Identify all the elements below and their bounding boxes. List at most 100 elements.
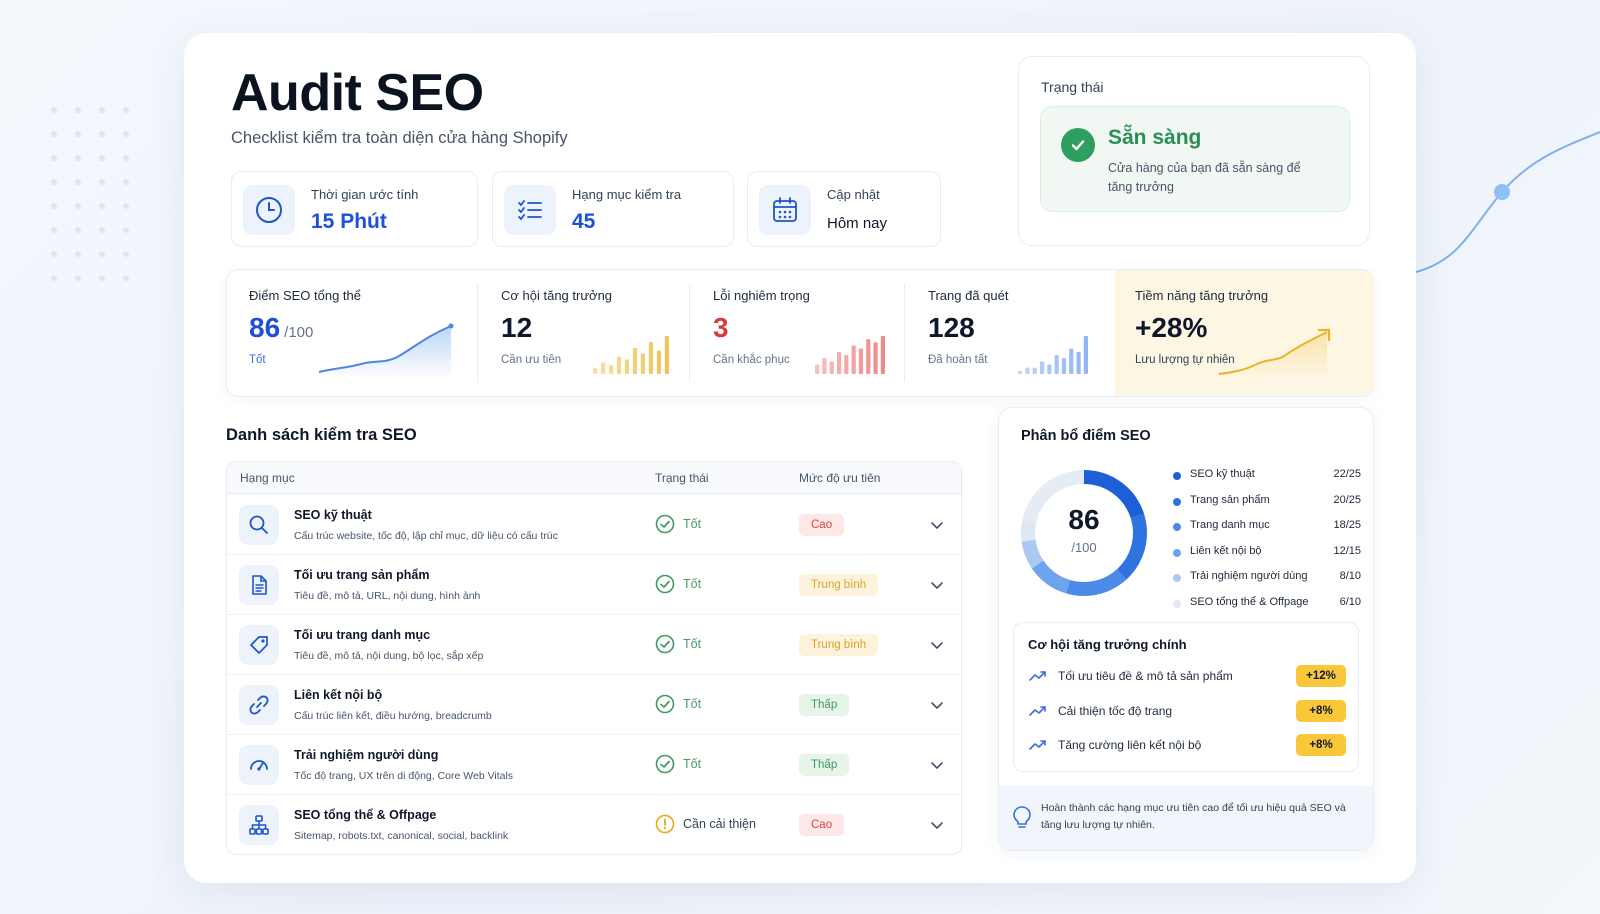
legend-label: Trải nghiệm người dùng [1190,570,1308,582]
sparkline-bar [822,358,827,374]
sparkline-bar [624,359,630,374]
opportunity-badge: +8% [1296,734,1346,756]
metric-pages-scanned: Trang đã quét 128 Đã hoàn tất [928,270,1098,396]
legend-value: 22/25 [1333,468,1361,480]
chevron-down-icon[interactable] [929,577,945,593]
table-row[interactable]: SEO kỹ thuật Cấu trúc website, tốc độ, lậ… [227,495,961,555]
legend-value: 6/10 [1339,595,1361,608]
metric-label: Trang đã quét [928,288,1009,303]
row-status-text: Tốt [683,517,702,531]
metric-sub: Lưu lượng tự nhiên [1135,354,1235,366]
table-row[interactable]: Tối ưu trang danh mục Tiêu đề, mô tả, nội… [227,615,961,675]
priority-badge: Trung bình [799,574,879,596]
sparkline-bar [1018,370,1023,374]
distribution-title: Phân bổ điểm SEO [1021,428,1151,444]
row-title: Trải nghiệm người dùng [294,748,439,762]
page-subtitle: Checklist kiểm tra toàn diện cửa hàng Sh… [231,129,568,147]
chevron-down-icon[interactable] [929,517,945,533]
donut-segment [1021,470,1147,596]
sparkline-bar [1076,351,1081,374]
priority-badge: Trung bình [799,634,879,656]
metric-label: Cơ hội tăng trưởng [501,288,613,303]
score-donut-chart [1021,470,1147,596]
tag-icon [239,625,279,665]
page-title: Audit SEO [231,64,484,122]
sparkline-bar [1039,361,1045,374]
sparkline-bar [880,336,885,374]
legend-dot [1173,599,1181,608]
sparkline-bar [873,342,878,374]
opportunity-label: Tối ưu tiêu đề & mô tả sản phẩm [1058,669,1233,683]
legend-dot [1173,472,1181,480]
status-label: Trạng thái [1041,79,1104,95]
donut-unit: /100 [1071,540,1097,555]
metric-value: +28% [1135,312,1208,343]
row-status-text: Tốt [683,697,702,711]
trend-up-icon [1029,705,1046,716]
donut-segment [1021,470,1147,596]
metric-growth-potential: Tiềm năng tăng trưởng +28% Lưu lượng tự … [1135,270,1361,396]
legend-dot [1173,574,1181,582]
legend-value: 12/15 [1333,544,1361,557]
info-label: Thời gian ước tính [311,187,419,202]
row-title: SEO kỹ thuật [294,508,372,522]
row-description: Tốc độ trang, UX trên di động, Core Web … [294,770,514,782]
table-row[interactable]: Liên kết nội bộ Cấu trúc liên kết, điều h… [227,675,961,735]
sitemap-icon [239,805,279,845]
info-value: 15 Phút [311,210,387,233]
legend-value: 18/25 [1333,519,1361,531]
growth-arrow-sparkline [1218,328,1331,378]
column-header-priority: Mức độ ưu tiên [799,471,881,485]
legend-value: 8/10 [1339,570,1361,582]
sparkline-bar [632,347,638,374]
legend-dot [1173,548,1181,557]
sparkline-bar [648,341,654,374]
table-row[interactable]: Tối ưu trang sản phẩm Tiêu đề, mô tả, URL… [227,555,961,615]
row-status: Tốt [655,514,701,534]
sparkline-bar [593,368,598,374]
pages-bar-sparkline [1018,336,1088,374]
sparkline-bar [1032,367,1037,374]
table-row[interactable]: SEO tổng thể & Offpage Sitemap, robots.tx… [227,795,961,854]
table-row[interactable]: Trải nghiệm người dùng Tốc độ trang, UX t… [227,735,961,795]
checklist-table: Hạng mục Trạng thái Mức độ ưu tiên SEO k… [226,461,962,855]
row-status-text: Cần cải thiện [683,817,756,831]
legend-item: Liên kết nội bộ 12/15 [1173,545,1361,561]
legend-dot [1173,497,1181,506]
sparkline-bar [600,362,606,374]
chevron-down-icon[interactable] [929,757,945,773]
donut-segment [1021,470,1147,596]
sparkline-bar [1047,364,1052,374]
row-description: Sitemap, robots.txt, canonical, social, … [294,830,509,842]
opportunity-item: Tối ưu tiêu đề & mô tả sản phẩm +12% [1028,665,1346,687]
sparkline-bar [664,336,669,374]
sparkline-bar [616,356,622,374]
chevron-down-icon[interactable] [929,817,945,833]
priority-badge: Cao [799,514,845,536]
sparkline-bar [1061,358,1067,374]
donut-score: 86 [1068,504,1100,535]
metric-sub: Tốt [249,354,266,366]
metric-value: 128 [928,312,975,343]
sparkline-bar [829,361,834,374]
score-distribution-panel: Phân bổ điểm SEO 86 /100 SEO kỹ thuật 22/… [998,407,1374,851]
sparkline-bar [640,353,646,374]
row-title: SEO tổng thể & Offpage [294,808,437,822]
sparkline-bar [1054,355,1059,374]
sparkline-bar [656,350,662,374]
status-title: Sẵn sàng [1108,126,1202,149]
row-status: Tốt [655,754,701,774]
info-value: 45 [572,210,596,233]
chevron-down-icon[interactable] [929,637,945,653]
metric-label: Điểm SEO tổng thể [249,288,361,303]
chevron-down-icon[interactable] [929,697,945,713]
opportunity-item: Cải thiện tốc độ trang +8% [1028,699,1346,722]
growth-opportunities-box: Cơ hội tăng trưởng chính Tối ưu tiêu đề … [1013,622,1359,772]
legend-label: Trang sản phẩm [1190,493,1270,506]
opportunity-label: Tăng cường liên kết nội bộ [1058,738,1202,752]
metric-sub: Đã hoàn tất [928,354,988,366]
priority-badge: Cao [799,814,845,836]
sparkline-bar [1069,348,1074,374]
row-description: Cấu trúc website, tốc độ, lập chỉ mục, d… [294,530,558,542]
opportunities-title: Cơ hội tăng trưởng chính [1028,637,1187,652]
